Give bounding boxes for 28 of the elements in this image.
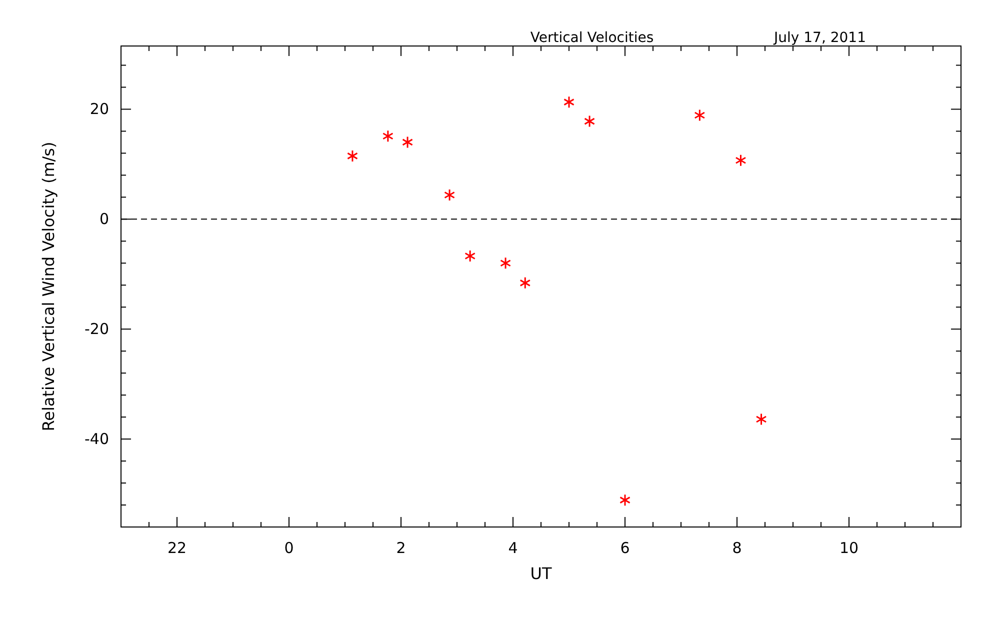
point [694, 109, 706, 122]
chart-subtitle: July 17, 2011 [773, 30, 866, 46]
y-tick-label: -20 [84, 320, 109, 338]
point [444, 188, 456, 202]
x-tick-label: 2 [396, 539, 406, 557]
point [584, 115, 596, 128]
point [464, 250, 476, 262]
point [619, 494, 631, 506]
point [520, 276, 531, 290]
point [563, 96, 575, 108]
x-tick-label: 8 [732, 539, 742, 557]
point [500, 256, 512, 270]
x-tick-label: 22 [167, 539, 187, 557]
point [756, 413, 767, 426]
x-tick-label: 10 [839, 539, 859, 557]
x-tick-label: 0 [284, 539, 294, 557]
y-tick-label: 20 [90, 100, 109, 118]
point [735, 154, 746, 167]
x-axis-title: UT [530, 564, 552, 583]
point [402, 136, 414, 148]
x-tick-label: 6 [620, 539, 630, 557]
chart-title: Vertical Velocities [530, 30, 654, 46]
point [382, 130, 394, 142]
y-tick-label: 0 [99, 210, 109, 228]
y-axis-title: Relative Vertical Wind Velocity (m/s) [39, 142, 58, 432]
point [346, 150, 358, 162]
x-tick-label: 4 [508, 539, 518, 557]
y-tick-label: -40 [84, 430, 109, 448]
